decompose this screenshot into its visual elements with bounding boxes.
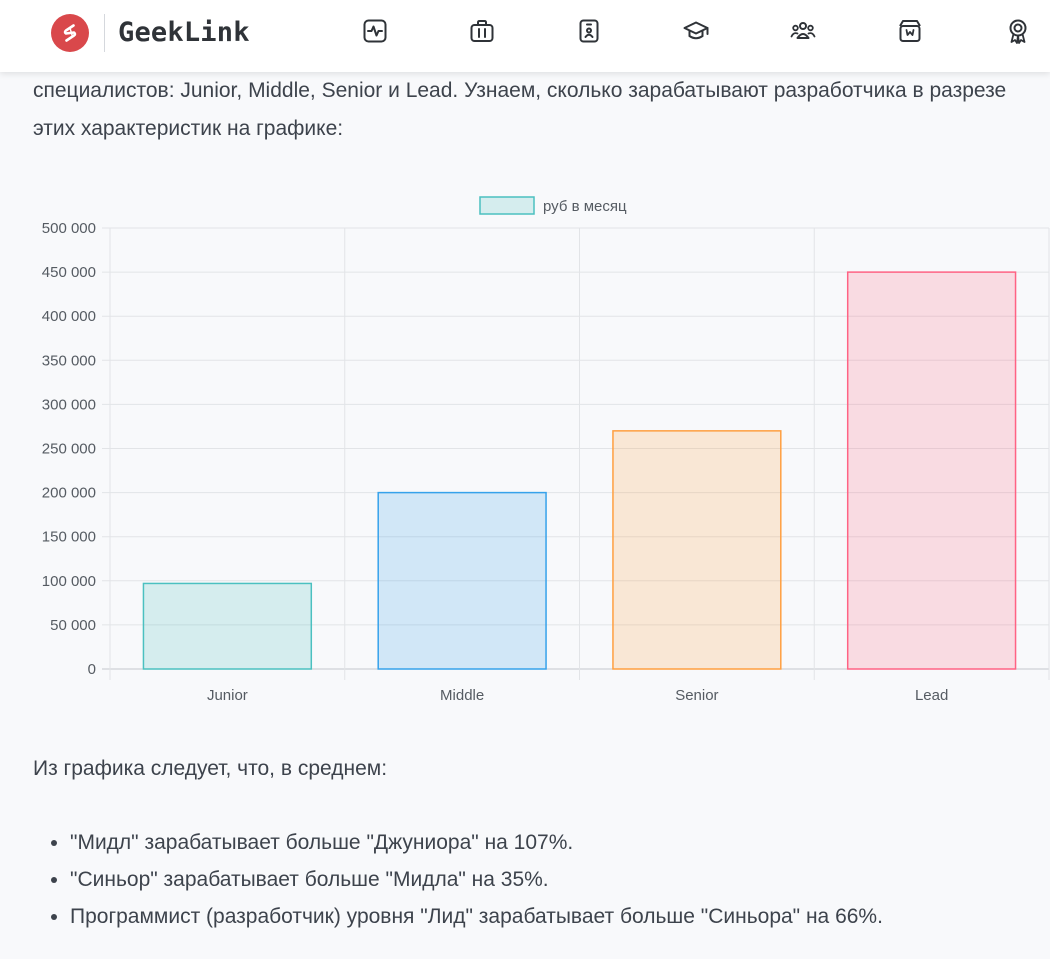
- legend-swatch: [479, 196, 535, 215]
- list-item: "Синьор" зарабатывает больше "Мидла" на …: [70, 861, 883, 898]
- y-tick-label: 100 000: [42, 573, 96, 590]
- y-tick-label: 250 000: [42, 441, 96, 458]
- y-tick-label: 200 000: [42, 485, 96, 502]
- x-tick-label: Junior: [207, 687, 248, 704]
- y-tick-label: 500 000: [42, 220, 96, 237]
- x-tick-label: Middle: [440, 687, 484, 704]
- conclusion-list: "Мидл" зарабатывает больше "Джуниора" на…: [33, 824, 883, 935]
- x-tick-label: Lead: [915, 687, 948, 704]
- y-tick-label: 0: [88, 661, 96, 678]
- brand-name[interactable]: GeekLink: [118, 17, 250, 48]
- store-icon[interactable]: [895, 16, 925, 46]
- activity-icon[interactable]: [360, 16, 390, 46]
- graduation-cap-icon[interactable]: [681, 16, 711, 46]
- logo-icon[interactable]: [51, 14, 89, 52]
- y-tick-label: 350 000: [42, 352, 96, 369]
- legend-label: руб в месяц: [543, 198, 627, 215]
- list-item: "Мидл" зарабатывает больше "Джуниора" на…: [70, 824, 883, 861]
- award-icon[interactable]: [1003, 16, 1033, 46]
- y-tick-label: 450 000: [42, 264, 96, 281]
- x-tick-label: Senior: [675, 687, 718, 704]
- y-tick-label: 400 000: [42, 308, 96, 325]
- briefcase-icon[interactable]: [467, 16, 497, 46]
- id-badge-icon[interactable]: [574, 16, 604, 46]
- conclusion-text: Из графика следует, что, в среднем:: [33, 757, 388, 780]
- users-icon[interactable]: [788, 16, 818, 46]
- intro-paragraph: специалистов: Junior, Middle, Senior и L…: [33, 79, 1007, 140]
- salary-bar-chart: 0 50 000 100 000 150 000 200 000 250 000 300 0…: [42, 196, 1050, 704]
- logo-divider: [104, 14, 105, 52]
- bar: [612, 430, 782, 670]
- bar: [377, 491, 547, 670]
- bar: [142, 582, 313, 670]
- y-tick-label: 300 000: [42, 396, 96, 413]
- y-tick-label: 150 000: [42, 529, 96, 546]
- bar: [846, 271, 1017, 670]
- y-tick-label: 50 000: [50, 617, 96, 634]
- top-header: GeekLink: [0, 0, 1050, 72]
- list-item: Программист (разработчик) уровня "Лид" з…: [70, 898, 883, 935]
